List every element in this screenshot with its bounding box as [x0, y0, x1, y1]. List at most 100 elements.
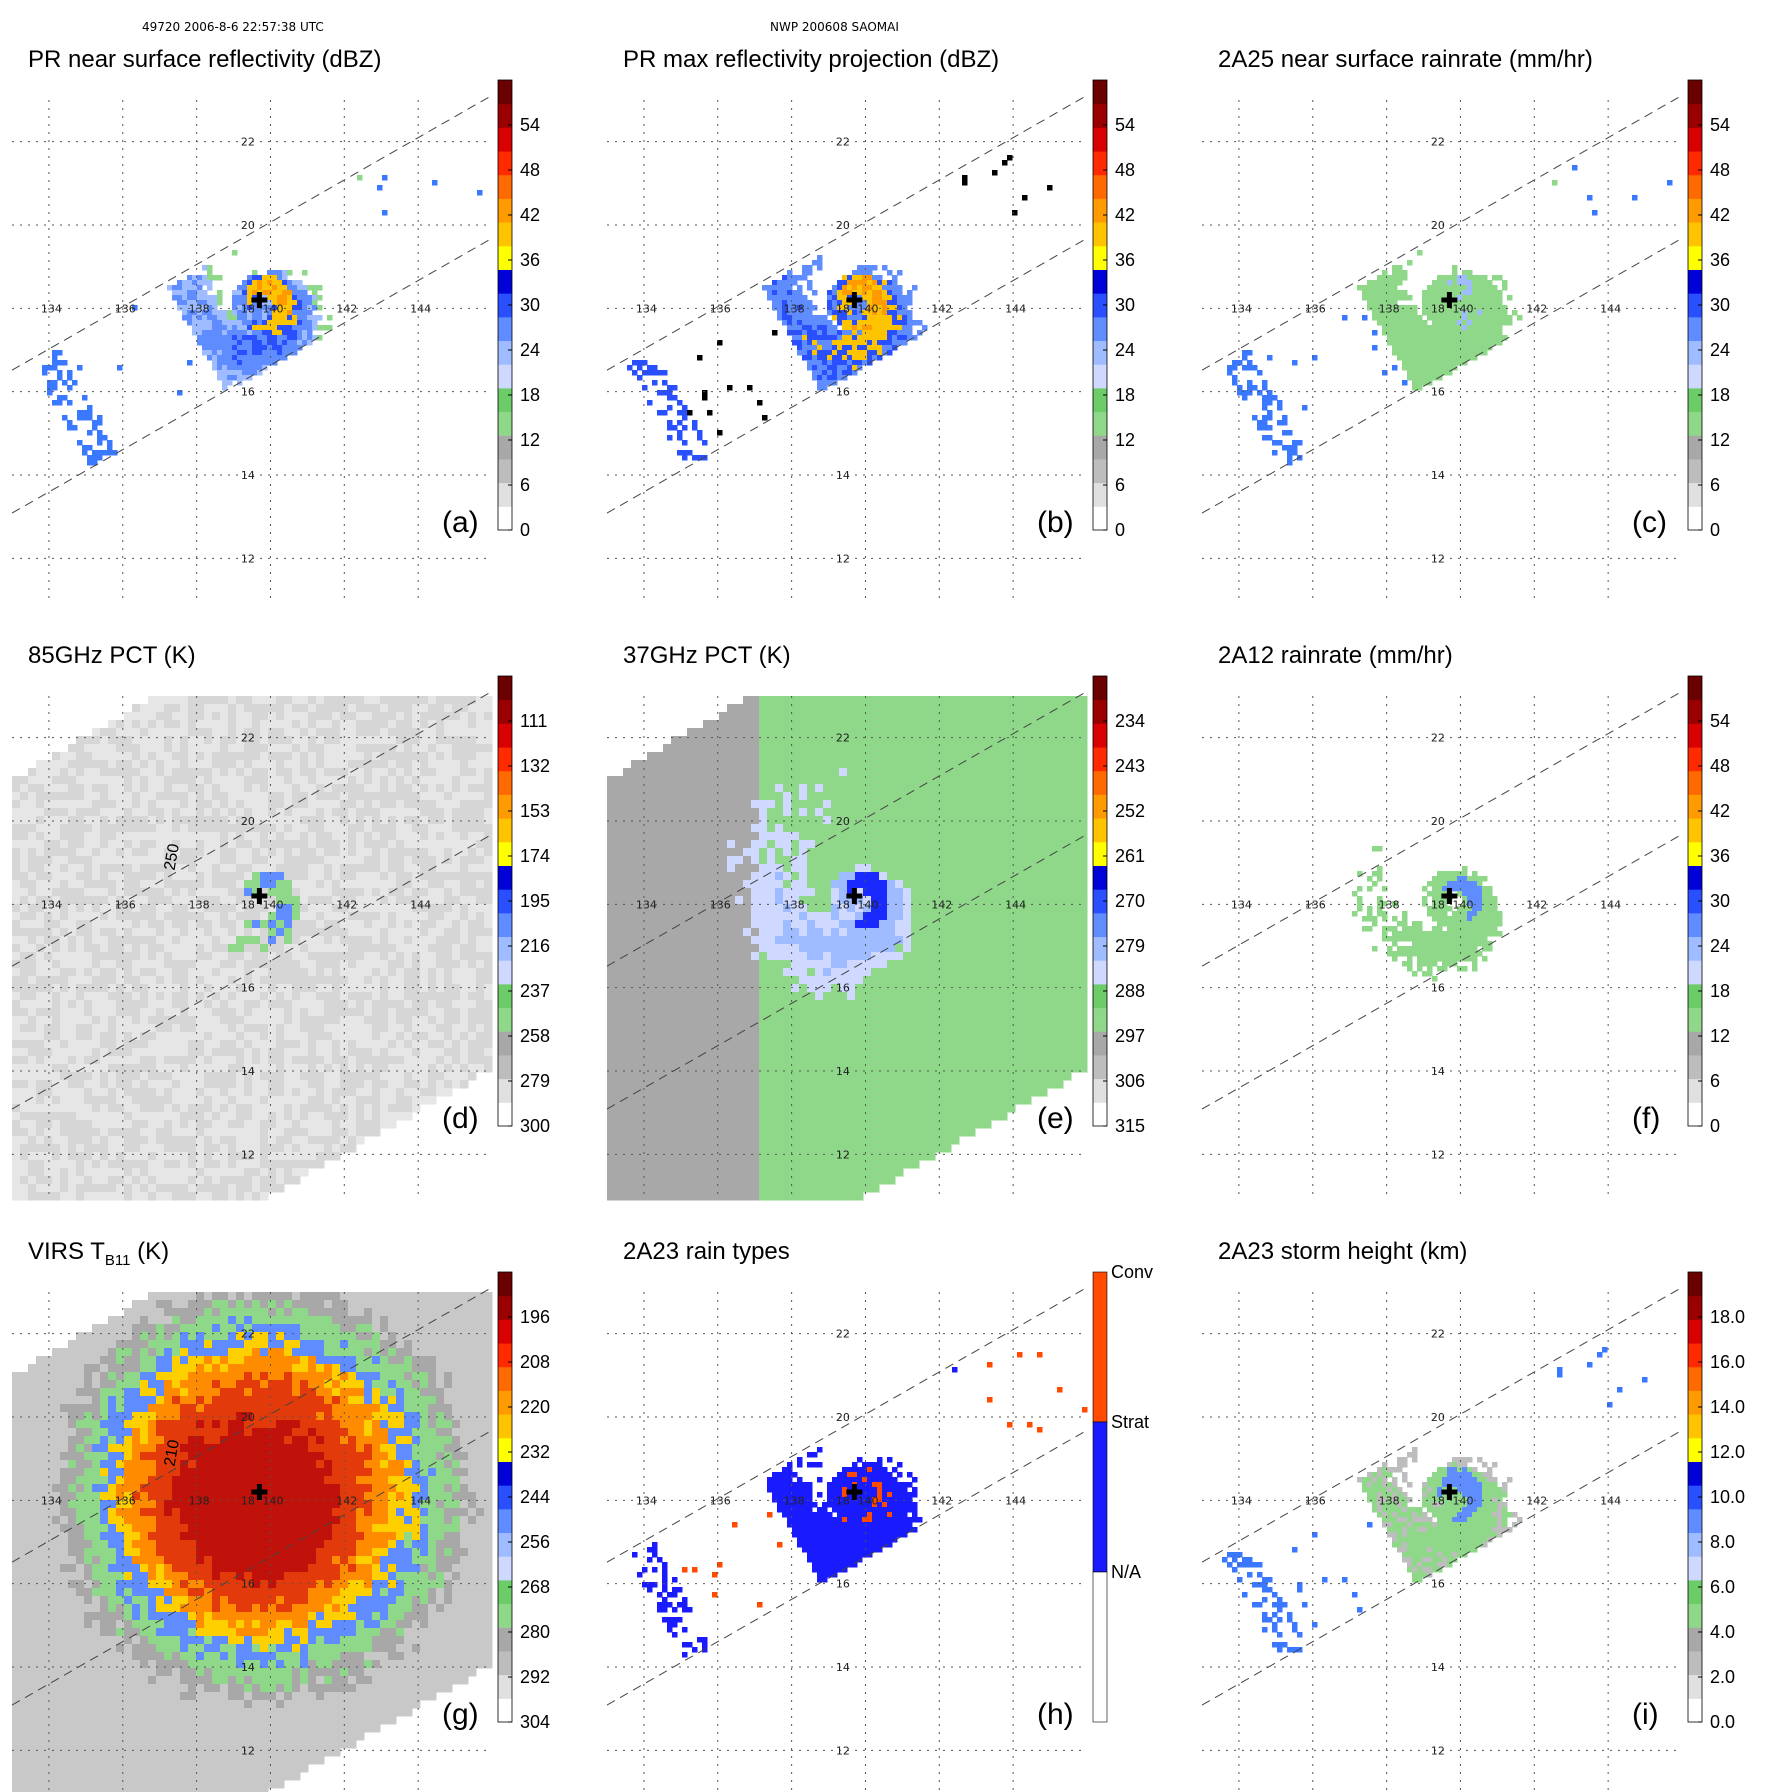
data-cell [284, 1112, 293, 1121]
data-cell [302, 295, 308, 301]
data-cell [12, 952, 21, 961]
data-cell [164, 904, 173, 913]
lat-label: 14 [1431, 469, 1445, 482]
data-cell [220, 1024, 229, 1033]
data-cell [92, 832, 101, 841]
data-cell [444, 1056, 453, 1065]
data-cell [817, 370, 823, 376]
data-field [12, 696, 493, 1201]
data-cell [217, 350, 223, 356]
data-cell [148, 920, 157, 929]
data-cell [1512, 310, 1518, 316]
data-cell [140, 1008, 149, 1017]
data-cell [196, 752, 205, 761]
data-cell [188, 968, 197, 977]
data-cell [188, 1128, 197, 1137]
data-cell [364, 880, 373, 889]
data-cell [1402, 335, 1408, 341]
data-cell [436, 832, 445, 841]
data-cell [244, 1056, 253, 1065]
data-cell [1412, 330, 1418, 336]
data-cell [822, 335, 828, 341]
data-cell [244, 952, 253, 961]
data-cell [476, 696, 485, 705]
data-cell [420, 1024, 429, 1033]
data-cell [892, 330, 898, 336]
data-cell [452, 944, 461, 953]
data-cell [396, 840, 405, 849]
data-cell [148, 728, 157, 737]
data-cell [252, 1096, 261, 1105]
data-cell [287, 340, 293, 346]
data-cell [228, 1136, 237, 1145]
data-cell [807, 265, 813, 271]
data-cell [36, 992, 45, 1001]
data-cell [388, 696, 397, 705]
data-cell [1437, 350, 1443, 356]
data-cell [207, 265, 213, 271]
data-cell [297, 285, 303, 291]
data-cell [452, 720, 461, 729]
data-cell [872, 290, 878, 296]
data-cell [452, 1040, 461, 1049]
data-cell [364, 1016, 373, 1025]
data-cell [396, 776, 405, 785]
data-cell [236, 1016, 245, 1025]
data-cell [316, 1088, 325, 1097]
data-cell [76, 760, 85, 769]
data-cell [867, 330, 873, 336]
data-cell [867, 280, 873, 286]
data-cell [388, 760, 397, 769]
data-cell [124, 1056, 133, 1065]
data-cell [662, 370, 668, 376]
data-cell [324, 696, 333, 705]
data-cell [877, 335, 883, 341]
data-cell [12, 848, 21, 857]
data-cell [196, 888, 205, 897]
data-cell [156, 968, 165, 977]
data-cell [84, 864, 93, 873]
data-cell [140, 840, 149, 849]
data-cell [12, 824, 21, 833]
data-cell [164, 824, 173, 833]
data-cell [244, 1080, 253, 1089]
data-cell [777, 300, 783, 306]
data-cell [60, 1080, 69, 1089]
data-cell [308, 1072, 317, 1081]
data-cell [222, 380, 228, 386]
data-cell [272, 320, 278, 326]
data-cell [867, 295, 873, 301]
data-cell [276, 696, 285, 705]
data-cell [268, 944, 277, 953]
data-cell [132, 704, 141, 713]
lon-label: 134 [41, 303, 62, 316]
data-cell [100, 984, 109, 993]
data-cell [827, 375, 833, 381]
colorbar-segment [1093, 269, 1107, 293]
data-cell [812, 330, 818, 336]
data-cell [188, 976, 197, 985]
data-cell [476, 848, 485, 857]
data-cell [220, 712, 229, 721]
data-cell [1422, 330, 1428, 336]
data-cell [484, 944, 493, 953]
data-cell [1262, 435, 1268, 441]
data-cell [348, 1032, 357, 1041]
data-cell [202, 320, 208, 326]
data-cell [247, 275, 253, 281]
data-cell [428, 1080, 437, 1089]
data-cell [852, 345, 858, 351]
data-cell [140, 1088, 149, 1097]
data-cell [82, 395, 88, 401]
data-cell [220, 976, 229, 985]
data-cell [148, 984, 157, 993]
data-cell [452, 928, 461, 937]
data-cell [52, 1112, 61, 1121]
data-cell [188, 936, 197, 945]
data-cell [228, 992, 237, 1001]
data-cell [257, 340, 263, 346]
data-cell [52, 1016, 61, 1025]
data-cell [260, 1088, 269, 1097]
data-cell [60, 1104, 69, 1113]
